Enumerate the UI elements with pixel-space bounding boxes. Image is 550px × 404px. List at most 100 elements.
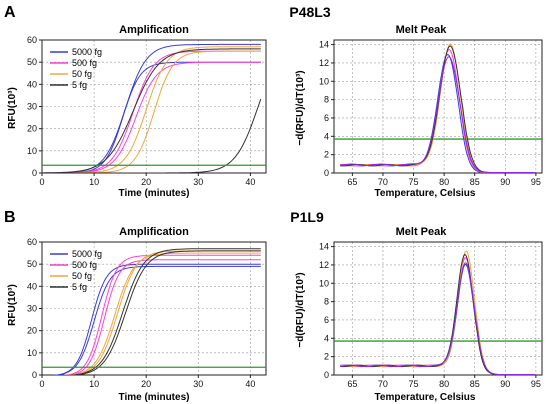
amp-a-x-tick-label: 30 — [193, 177, 203, 187]
melt-b-x-tick-label: 65 — [347, 379, 357, 389]
amp-b-x-tick-label: 0 — [39, 379, 44, 389]
panel-letter-b: B — [4, 209, 16, 226]
amp-b-x-tick-label: 10 — [89, 379, 99, 389]
amp-title-b: Amplification — [119, 226, 189, 238]
melt-curve — [340, 262, 535, 375]
amp-b-y-tick-label: 40 — [27, 281, 37, 291]
amp-xlabel-b: Time (minutes) — [119, 392, 190, 403]
amp-a-y-tick-label: 50 — [27, 57, 37, 67]
amp-a-y-tick-label: 0 — [32, 168, 37, 178]
melt-xlabel-b: Temperature, Celsius — [375, 392, 476, 403]
melt-b-y-tick-label: 2 — [324, 352, 329, 362]
amp-b-series-layer — [42, 248, 266, 375]
melt-b-x-tick-label: 80 — [439, 379, 449, 389]
amp-ylabel-b: RFU(10³) — [7, 284, 18, 326]
melt-curve — [340, 56, 535, 173]
melt-a-series-layer — [334, 43, 542, 173]
melt-a-x-tick-label: 95 — [531, 177, 541, 187]
melt-b-x-tick-label: 85 — [470, 379, 480, 389]
amp-a-series-layer — [42, 43, 266, 173]
melt-b-y-tick-label: 0 — [324, 370, 329, 380]
melt-a-y-tick-label: 14 — [319, 40, 329, 50]
amp-b-y-tick-label: 20 — [27, 326, 37, 336]
amp-b-x-tick-label: 30 — [193, 379, 203, 389]
melt-a-y-tick-label: 10 — [319, 76, 329, 86]
series-50-fg — [64, 252, 261, 375]
panel-b: B P1L9 Amplification Time (minutes) RFU(… — [4, 209, 543, 403]
legend-label: 5 fg — [72, 282, 87, 292]
melt-a-x-tick-label: 65 — [347, 177, 357, 187]
melt-a-plot-frame — [333, 39, 543, 174]
amp-b-x-tick-label: 40 — [245, 379, 255, 389]
amp-xlabel-a: Time (minutes) — [119, 188, 190, 199]
amplification-plot-a: 0 10 20 30 40 0 10 20 30 40 50 60 — [27, 35, 267, 187]
melt-ylabel-a: −d(RFU)/dT(10³) — [295, 70, 306, 145]
melt-b-y-tick-label: 14 — [319, 242, 329, 252]
amp-a-y-tick-label: 20 — [27, 124, 37, 134]
series-5-fg — [42, 48, 261, 173]
legend-label: 5 fg — [72, 80, 87, 90]
melt-b-y-tick-label: 12 — [319, 260, 329, 270]
melt-a-y-tick-label: 2 — [324, 150, 329, 160]
melt-a-x-tick-label: 85 — [470, 177, 480, 187]
amp-ylabel-a: RFU(10³) — [7, 87, 18, 129]
amplification-plot-b: 0 10 20 30 40 0 10 20 30 40 50 60 — [27, 237, 267, 389]
melt-xlabel-a: Temperature, Celsius — [375, 188, 476, 199]
melt-a-y-tick-label: 8 — [324, 95, 329, 105]
amp-b-x-tick-label: 20 — [141, 379, 151, 389]
amp-b-y-tick-label: 30 — [27, 304, 37, 314]
melt-b-plot-frame — [333, 241, 543, 376]
amp-a-x-tick-label: 20 — [141, 177, 151, 187]
melt-a-x-tick-label: 90 — [500, 177, 510, 187]
legend-label: 500 fg — [72, 260, 97, 270]
melt-b-y-tick-label: 8 — [324, 297, 329, 307]
legend-label: 50 fg — [72, 69, 92, 79]
amp-b-y-tick-label: 0 — [32, 370, 37, 380]
melt-title-a: Melt Peak — [396, 24, 448, 36]
legend-label: 5000 fg — [72, 249, 102, 259]
amp-a-x-tick-label: 40 — [245, 177, 255, 187]
amp-b-y-tick-label: 50 — [27, 259, 37, 269]
melt-b-y-tick-label: 4 — [324, 333, 329, 343]
amp-a-y-tick-label: 60 — [27, 35, 37, 45]
amp-a-y-tick-label: 10 — [27, 146, 37, 156]
melt-b-x-tick-label: 90 — [500, 379, 510, 389]
melt-title-b: Melt Peak — [396, 226, 448, 238]
panel-letter-a: A — [4, 4, 16, 21]
amp-b-y-tick-label: 10 — [27, 348, 37, 358]
series-5000-fg — [52, 265, 261, 375]
legend-label: 50 fg — [72, 271, 92, 281]
amp-a-y-tick-label: 30 — [27, 102, 37, 112]
amp-a-x-tick-label: 0 — [39, 177, 44, 187]
melt-plot-a: 65 70 75 80 85 90 95 0 2 4 6 8 10 12 14 — [319, 39, 543, 187]
melt-a-y-tick-label: 0 — [324, 168, 329, 178]
amp-a-x-tick-label: 10 — [89, 177, 99, 187]
melt-b-x-tick-label: 75 — [409, 379, 419, 389]
sample-title-b: P1L9 — [290, 209, 324, 225]
melt-b-x-tick-label: 70 — [378, 379, 388, 389]
series-5-fg — [42, 98, 262, 173]
melt-b-y-tick-label: 10 — [319, 278, 329, 288]
legend-label: 5000 fg — [72, 47, 102, 57]
panel-a: A P48L3 Amplification Time (minutes) RFU… — [4, 4, 543, 199]
amp-b-y-tick-label: 60 — [27, 237, 37, 247]
amp-title-a: Amplification — [119, 24, 189, 36]
melt-ylabel-b: −d(RFU)/dT(10³) — [295, 272, 306, 347]
sample-title-a: P48L3 — [289, 4, 330, 20]
melt-b-y-tick-label: 6 — [324, 315, 329, 325]
melt-a-y-tick-label: 4 — [324, 131, 329, 141]
melt-a-x-tick-label: 80 — [439, 177, 449, 187]
melt-plot-b: 65 70 75 80 85 90 95 0 2 4 6 8 10 12 14 — [319, 241, 543, 389]
melt-a-y-tick-label: 12 — [319, 58, 329, 68]
amp-a-y-tick-label: 40 — [27, 79, 37, 89]
series-5000-fg — [52, 263, 261, 375]
melt-b-series-layer — [334, 250, 542, 375]
series-50-fg — [42, 50, 261, 173]
legend-label: 500 fg — [72, 58, 97, 68]
series-5-fg — [69, 250, 261, 375]
melt-a-x-tick-label: 75 — [409, 177, 419, 187]
melt-a-x-tick-label: 70 — [378, 177, 388, 187]
